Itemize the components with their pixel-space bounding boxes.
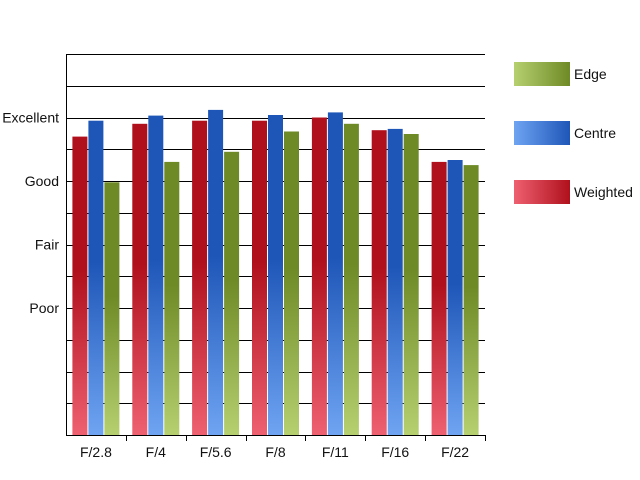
y-tick-labels: Poor Fair Good Excellent — [2, 110, 59, 317]
bar-weighted-2 — [192, 120, 208, 435]
bar-weighted-6 — [431, 161, 447, 435]
legend-label-centre: Centre — [574, 125, 616, 141]
legend-label-weighted: Weighted — [574, 184, 633, 200]
y-tick-label: Fair — [35, 237, 59, 253]
bar-weighted-4 — [311, 117, 327, 435]
bars — [72, 109, 479, 436]
x-tick-label: F/5.6 — [200, 444, 232, 460]
bar-centre-5 — [387, 128, 403, 435]
bar-weighted-5 — [371, 130, 387, 435]
bar-edge-1 — [164, 161, 180, 435]
legend-swatch-centre — [514, 121, 570, 145]
y-tick-label: Good — [25, 173, 59, 189]
bar-weighted-0 — [72, 136, 88, 435]
axes — [66, 54, 486, 441]
x-tick-labels: F/2.8 F/4 F/5.6 F/8 F/11 F/16 F/22 — [80, 444, 469, 460]
bar-weighted-1 — [132, 123, 148, 436]
x-tick-label: F/4 — [146, 444, 166, 460]
legend-swatch-weighted — [514, 180, 570, 204]
bar-centre-2 — [208, 109, 224, 436]
x-tick-label: F/8 — [265, 444, 285, 460]
bar-edge-2 — [224, 151, 240, 436]
bar-edge-6 — [463, 165, 479, 435]
bar-edge-0 — [104, 182, 120, 435]
bar-edge-3 — [284, 131, 299, 435]
x-tick-label: F/22 — [441, 444, 469, 460]
bar-edge-4 — [343, 123, 359, 436]
bar-centre-6 — [447, 160, 463, 435]
x-tick-label: F/16 — [381, 444, 409, 460]
x-tick-label: F/2.8 — [80, 444, 112, 460]
bar-centre-3 — [268, 115, 283, 435]
legend-swatch-edge — [514, 62, 570, 86]
x-tick-label: F/11 — [322, 444, 349, 460]
legend-label-edge: Edge — [574, 66, 607, 82]
bar-weighted-3 — [252, 120, 267, 435]
y-tick-label: Excellent — [2, 110, 59, 126]
legend: Edge Centre Weighted — [514, 62, 633, 204]
bar-edge-5 — [403, 134, 419, 435]
bar-centre-1 — [148, 115, 164, 435]
y-tick-label: Poor — [29, 300, 59, 316]
bar-centre-0 — [88, 120, 104, 435]
bar-centre-4 — [327, 112, 343, 436]
